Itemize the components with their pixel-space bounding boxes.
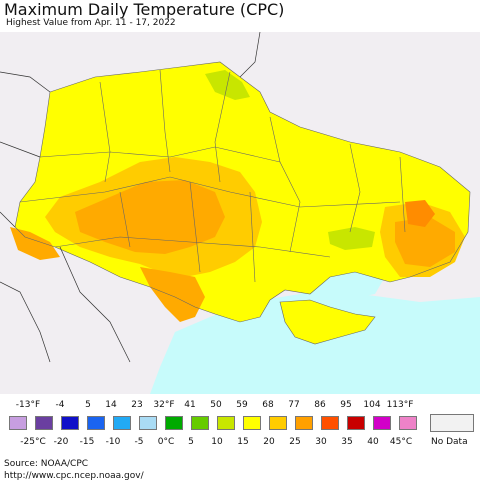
legend-f-label: 32°F	[153, 400, 175, 410]
legend-swatch	[9, 416, 27, 430]
legend-swatch	[347, 416, 365, 430]
map-title: Maximum Daily Temperature (CPC)	[4, 0, 285, 19]
legend-swatch	[269, 416, 287, 430]
legend-swatch	[399, 416, 417, 430]
orange-zone-south	[140, 267, 205, 322]
crimea-region	[280, 300, 375, 344]
legend-c-label: 30	[315, 437, 327, 447]
legend-f-label: 14	[105, 400, 117, 410]
legend-f-label: -4	[55, 400, 65, 410]
legend-c-label: 15	[237, 437, 249, 447]
legend-swatch	[139, 416, 157, 430]
legend-c-label: 25	[289, 437, 301, 447]
legend-f-label: 5	[85, 400, 91, 410]
legend-f-label: 86	[314, 400, 326, 410]
legend-c-label: -20	[53, 437, 69, 447]
legend-swatch	[191, 416, 209, 430]
legend-f-label: 104	[363, 400, 381, 410]
legend-swatch	[321, 416, 339, 430]
no-data-swatch	[430, 414, 474, 432]
dark-orange-spot	[405, 200, 435, 227]
legend-swatch	[165, 416, 183, 430]
legend-swatch	[217, 416, 235, 430]
orange-zone-central	[75, 180, 225, 254]
legend-f-label: 41	[184, 400, 196, 410]
legend-c-label: -15	[79, 437, 95, 447]
legend-f-label: 95	[340, 400, 352, 410]
source-text: Source: NOAA/CPC	[4, 459, 89, 469]
legend-c-label: -5	[134, 437, 144, 447]
legend-swatch	[295, 416, 313, 430]
legend-c-label: 45°C	[389, 437, 413, 447]
legend-c-label: 40	[367, 437, 379, 447]
legend-c-label: 10	[211, 437, 223, 447]
legend-f-label: 23	[131, 400, 143, 410]
legend-c-label: 20	[263, 437, 275, 447]
legend-swatch	[373, 416, 391, 430]
orange-zone-southwest	[10, 227, 60, 260]
legend-swatch	[61, 416, 79, 430]
legend-f-label: 50	[210, 400, 222, 410]
yellow-green-spot-east	[328, 227, 375, 250]
legend-f-label: 68	[262, 400, 274, 410]
legend-f-label: 59	[236, 400, 248, 410]
orange-zone-east	[395, 217, 455, 267]
country-borders	[0, 32, 261, 363]
legend-f-label: 113°F	[386, 400, 414, 410]
legend-c-label: -10	[105, 437, 121, 447]
legend-swatch	[35, 416, 53, 430]
no-data-label: No Data	[431, 437, 468, 447]
legend-c-label: 0°C	[157, 437, 175, 447]
region-borders	[14, 61, 471, 345]
legend-f-label: -13°F	[15, 400, 41, 410]
source-url[interactable]: http://www.cpc.ncep.noaa.gov/	[4, 471, 144, 481]
sea-of-azov	[300, 267, 385, 300]
legend-c-label: 35	[341, 437, 353, 447]
temperature-map	[0, 32, 480, 394]
map-subtitle: Highest Value from Apr. 11 - 17, 2022	[6, 18, 176, 28]
legend-swatch	[87, 416, 105, 430]
legend-f-label: 77	[288, 400, 300, 410]
legend-c-label: -25°C	[20, 437, 46, 447]
legend-swatch	[113, 416, 131, 430]
legend-c-label: 5	[188, 437, 194, 447]
legend-swatch	[243, 416, 261, 430]
